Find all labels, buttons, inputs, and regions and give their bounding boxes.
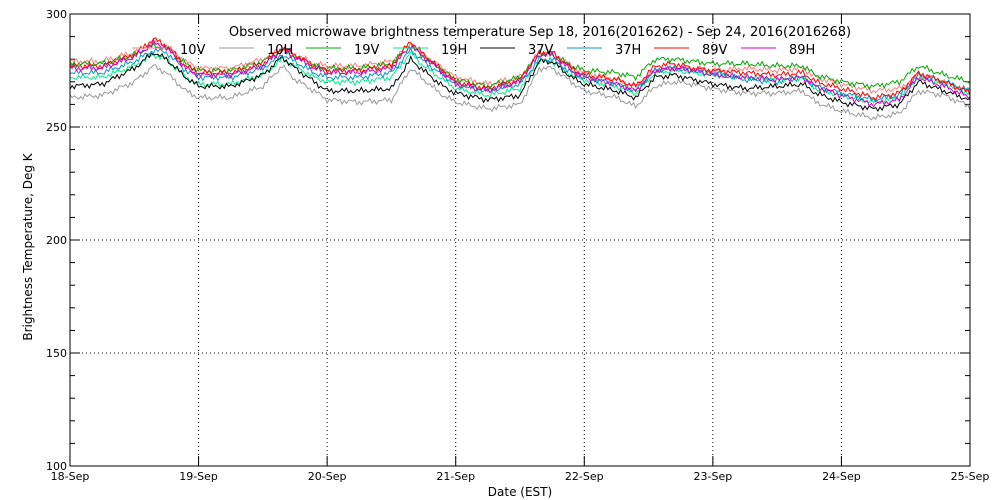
- series-line-10h: [69, 64, 971, 121]
- y-tick-label: 100: [46, 460, 67, 473]
- chart-title: Observed microwave brightness temperatur…: [229, 25, 851, 40]
- legend-label-37h: 37H: [615, 43, 641, 58]
- legend-label-89h: 89H: [789, 43, 815, 58]
- plot-frame: [69, 13, 971, 467]
- series-line-37h: [69, 47, 971, 103]
- x-tick-label: 22-Sep: [565, 470, 604, 483]
- legend-label-37v: 37V: [528, 43, 554, 58]
- y-tick-label: 300: [46, 8, 67, 21]
- series-lines: [69, 37, 971, 121]
- series-line-10v: [69, 39, 971, 95]
- series-line-37v: [69, 52, 971, 112]
- x-tick-label: 23-Sep: [694, 470, 733, 483]
- legend-label-10h: 10H: [267, 43, 293, 58]
- legend: 10V 10H 19V 19H 37V 37H 89V 89H: [132, 43, 815, 58]
- x-tick-label: 18-Sep: [51, 470, 90, 483]
- x-tick-label: 20-Sep: [308, 470, 347, 483]
- series-line-89v: [69, 37, 971, 102]
- x-tick-label: 19-Sep: [179, 470, 218, 483]
- x-tick-label: 24-Sep: [822, 470, 861, 483]
- series-line-89h: [69, 38, 971, 108]
- legend-label-10v: 10V: [180, 43, 206, 58]
- y-tick-label: 150: [46, 347, 67, 360]
- legend-label-19h: 19H: [441, 43, 467, 58]
- legend-label-19v: 19V: [354, 43, 380, 58]
- x-tick-label: 25-Sep: [951, 470, 990, 483]
- y-tick-label: 250: [46, 121, 67, 134]
- y-axis-label: Brightness Temperature, Deg K: [21, 152, 35, 340]
- grid: [70, 14, 970, 466]
- y-tick-label: 200: [46, 234, 67, 247]
- tick-labels: 100 150 200 250 300 18-Sep 19-Sep 20-Sep 21-Sep 2…: [46, 8, 989, 483]
- x-tick-label: 21-Sep: [436, 470, 475, 483]
- legend-label-89v: 89V: [702, 43, 728, 58]
- x-axis-label: Date (EST): [488, 485, 552, 499]
